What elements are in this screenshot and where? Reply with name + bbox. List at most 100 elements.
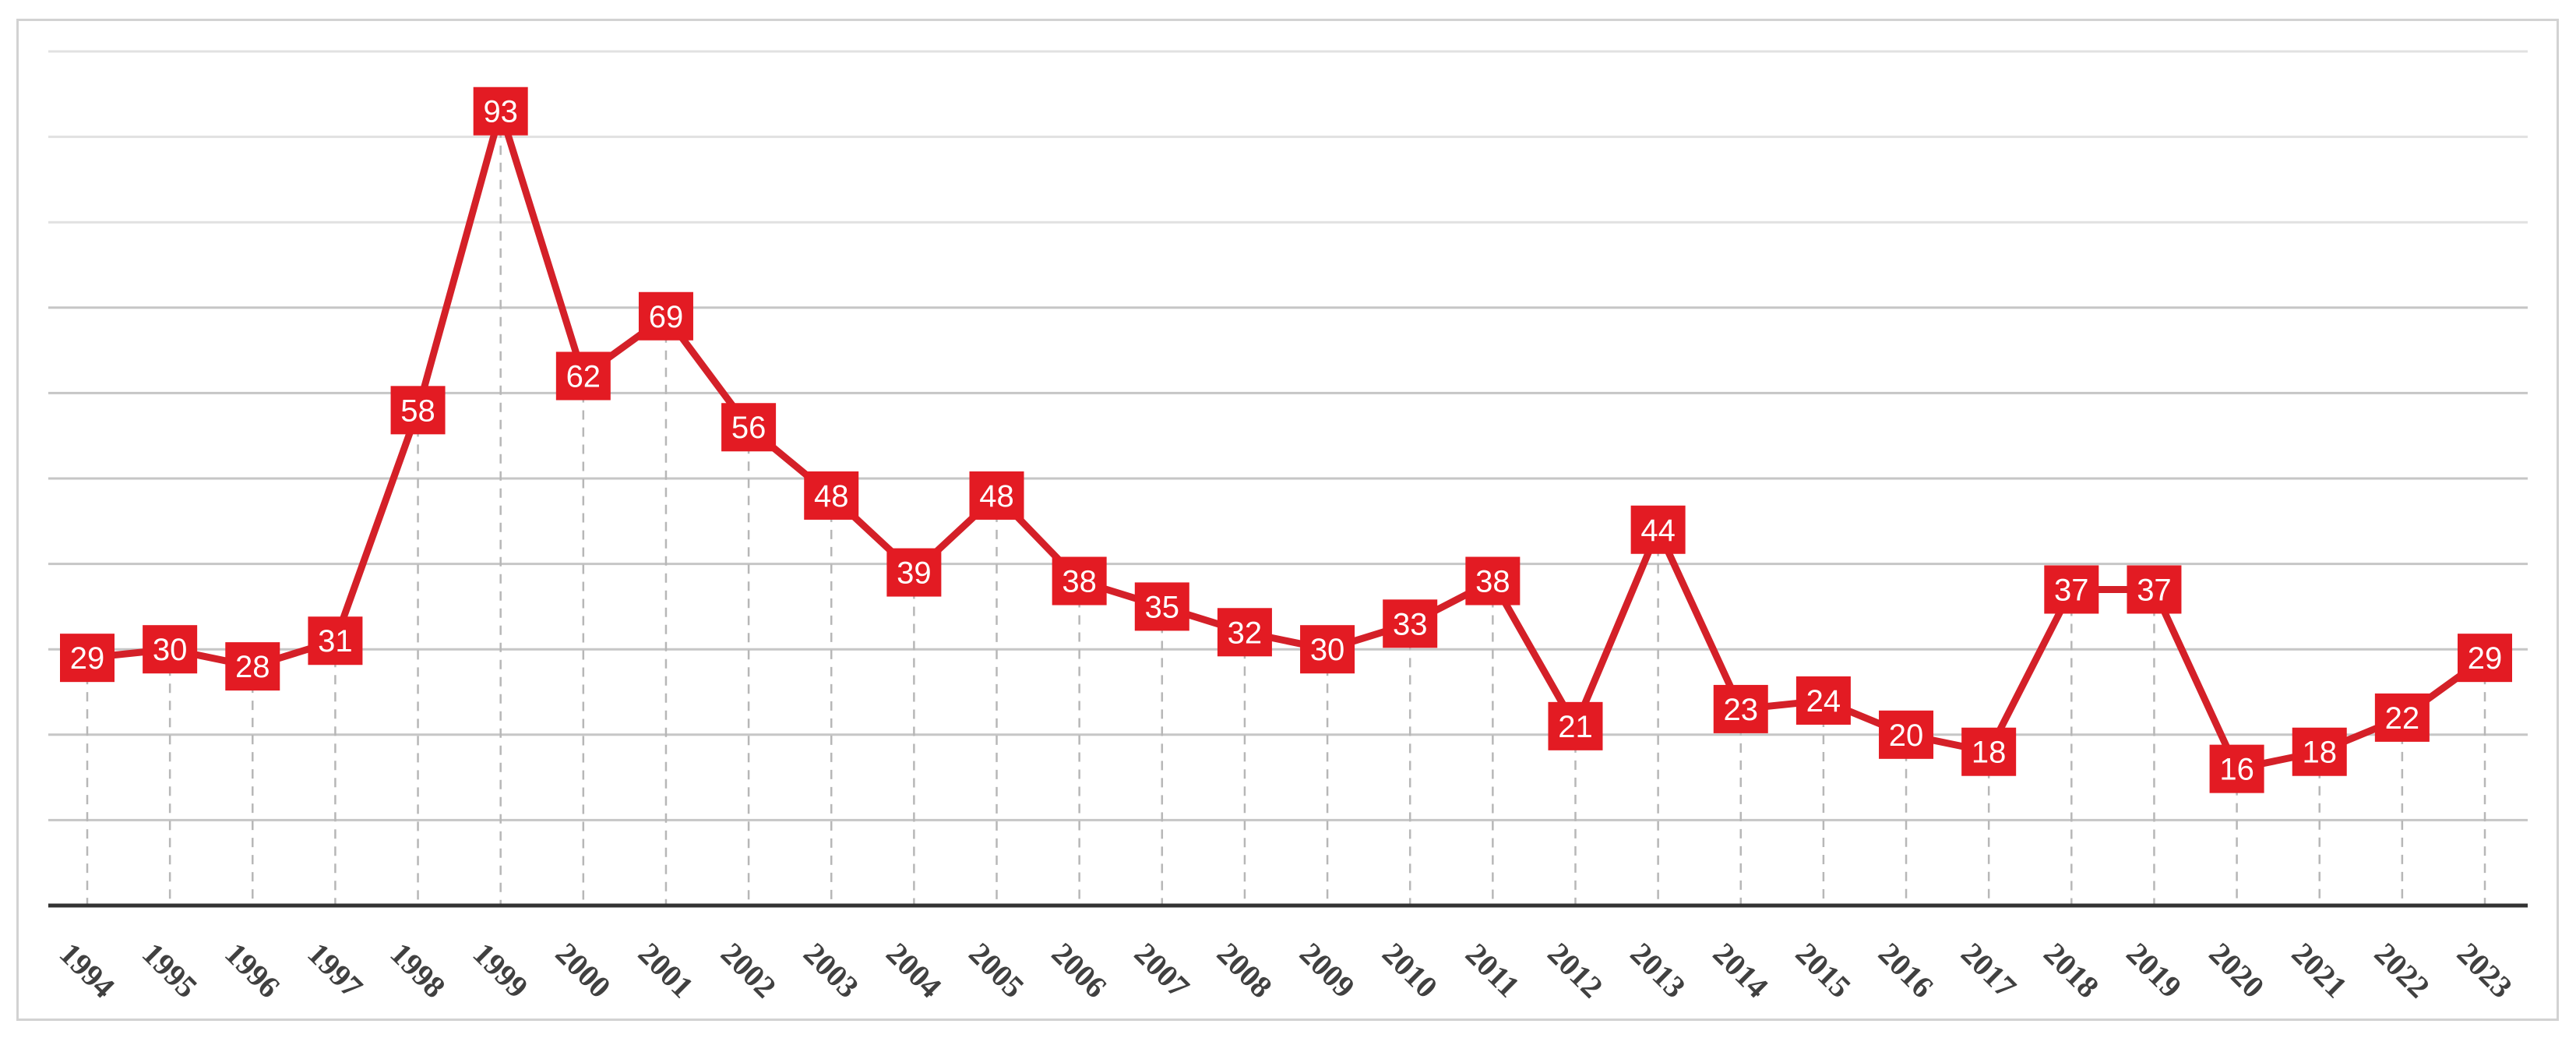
chart-frame bbox=[16, 19, 2559, 1021]
data-label: 62 bbox=[566, 359, 601, 394]
data-point: 38 bbox=[1465, 556, 1521, 606]
series-line-layer bbox=[83, 108, 2489, 773]
data-point-marker bbox=[2458, 634, 2512, 683]
data-label: 39 bbox=[897, 556, 932, 591]
data-label: 30 bbox=[1310, 633, 1345, 667]
data-point-marker bbox=[1052, 556, 1107, 606]
data-label: 33 bbox=[1393, 607, 1428, 641]
data-label: 22 bbox=[2385, 701, 2420, 736]
x-tick-label: 2004 bbox=[879, 936, 948, 1004]
data-point-marker bbox=[1465, 556, 1521, 606]
x-tick-label: 2005 bbox=[962, 936, 1031, 1004]
data-label: 35 bbox=[1145, 590, 1180, 624]
data-point: 32 bbox=[1217, 608, 1272, 657]
data-label: 37 bbox=[2054, 573, 2089, 607]
data-point-marker bbox=[804, 471, 859, 520]
x-tick-label: 2021 bbox=[2285, 936, 2354, 1004]
data-point: 30 bbox=[143, 625, 198, 674]
data-point-marker bbox=[1134, 582, 1189, 631]
data-label: 37 bbox=[2137, 573, 2172, 607]
x-tick-label: 1997 bbox=[301, 936, 369, 1004]
data-point: 16 bbox=[2209, 744, 2264, 793]
data-point: 29 bbox=[60, 634, 115, 683]
data-point: 48 bbox=[804, 471, 859, 520]
data-point: 22 bbox=[2374, 693, 2430, 742]
x-tick-label: 2014 bbox=[1707, 936, 1775, 1004]
data-point: 38 bbox=[1052, 556, 1107, 606]
x-tick-label: 2022 bbox=[2368, 936, 2437, 1004]
data-point: 23 bbox=[1713, 684, 1768, 733]
x-tick-label: 2006 bbox=[1045, 936, 1113, 1004]
data-label: 56 bbox=[731, 411, 766, 445]
data-points: 29 30 28 31 58 93 62 69 56 48 39 48 38 35 32 30 33 38 21 44… bbox=[60, 86, 2512, 793]
data-label: 24 bbox=[1806, 684, 1841, 718]
data-point-marker bbox=[143, 625, 198, 674]
data-label: 20 bbox=[1889, 718, 1924, 753]
data-point: 28 bbox=[225, 642, 280, 691]
data-label: 18 bbox=[1972, 736, 2007, 770]
data-point: 39 bbox=[886, 548, 942, 597]
data-point: 21 bbox=[1548, 701, 1603, 750]
x-tick-label: 2000 bbox=[549, 936, 618, 1004]
data-point: 69 bbox=[638, 291, 693, 341]
data-point: 44 bbox=[1630, 505, 1686, 554]
data-label: 29 bbox=[70, 641, 105, 676]
data-point-marker bbox=[555, 351, 611, 401]
data-point-marker bbox=[886, 548, 942, 597]
data-point: 31 bbox=[308, 616, 363, 666]
data-label: 69 bbox=[649, 300, 684, 334]
series-line bbox=[83, 108, 2489, 773]
data-point: 56 bbox=[721, 403, 777, 452]
x-tick-label: 1994 bbox=[53, 936, 122, 1004]
data-point: 37 bbox=[2044, 565, 2099, 614]
x-tick-label: 2023 bbox=[2451, 936, 2519, 1004]
data-label: 38 bbox=[1062, 565, 1097, 599]
data-label: 38 bbox=[1475, 565, 1510, 599]
data-point: 20 bbox=[1879, 710, 1934, 759]
drop-lines bbox=[86, 111, 2486, 906]
grid-lines bbox=[48, 50, 2528, 821]
x-tick-label: 2020 bbox=[2202, 936, 2271, 1004]
data-point: 24 bbox=[1795, 676, 1851, 725]
x-tick-label: 2010 bbox=[1376, 936, 1444, 1004]
data-point-marker bbox=[1548, 701, 1603, 750]
data-point-marker bbox=[308, 616, 363, 666]
data-point-marker bbox=[2127, 565, 2182, 614]
x-tick-label: 2011 bbox=[1459, 937, 1527, 1004]
data-point-marker bbox=[2374, 693, 2430, 742]
data-point-marker bbox=[1961, 727, 2017, 776]
data-point-marker bbox=[2044, 565, 2099, 614]
x-tick-label: 1999 bbox=[466, 936, 534, 1004]
data-point-marker bbox=[1383, 599, 1438, 648]
x-tick-label: 2012 bbox=[1541, 936, 1609, 1004]
x-tick-label: 2019 bbox=[2120, 936, 2188, 1004]
x-tick-label: 2008 bbox=[1210, 936, 1279, 1004]
data-point: 35 bbox=[1134, 582, 1189, 631]
data-label: 28 bbox=[235, 650, 270, 684]
x-tick-label: 2017 bbox=[1954, 936, 2023, 1004]
data-point-marker bbox=[721, 403, 777, 452]
x-tick-label: 2003 bbox=[797, 936, 865, 1004]
x-tick-label: 2013 bbox=[1623, 936, 1692, 1004]
data-point-marker bbox=[390, 386, 446, 435]
data-point: 62 bbox=[555, 351, 611, 401]
x-tick-labels: 1994 1995 1996 1997 1998 1999 2000 2001 2002 2003… bbox=[53, 936, 2519, 1004]
data-label: 30 bbox=[153, 633, 188, 667]
data-label: 44 bbox=[1640, 514, 1676, 548]
x-tick-label: 2015 bbox=[1789, 936, 1858, 1004]
data-label: 16 bbox=[2219, 753, 2254, 787]
x-tick-label: 2007 bbox=[1128, 936, 1196, 1004]
data-point: 18 bbox=[1961, 727, 2017, 776]
x-tick-label: 1998 bbox=[383, 936, 452, 1004]
data-point-marker bbox=[1879, 710, 1934, 759]
data-point-marker bbox=[2292, 727, 2347, 776]
data-point-marker bbox=[473, 86, 528, 136]
data-point: 58 bbox=[390, 386, 446, 435]
data-label: 48 bbox=[979, 479, 1014, 514]
data-point: 29 bbox=[2458, 634, 2512, 683]
data-label: 31 bbox=[318, 624, 353, 658]
x-tick-label: 2018 bbox=[2037, 936, 2106, 1004]
data-point: 30 bbox=[1300, 625, 1355, 674]
x-tick-label: 1996 bbox=[218, 936, 287, 1004]
